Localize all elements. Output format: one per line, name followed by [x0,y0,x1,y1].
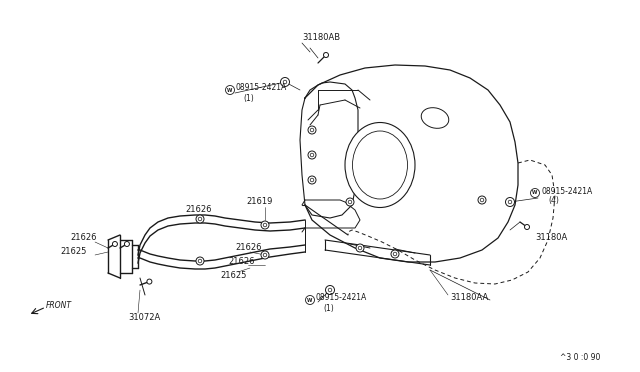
Circle shape [346,198,354,206]
Ellipse shape [345,122,415,208]
Text: 21626: 21626 [228,257,255,266]
Text: FRONT: FRONT [46,301,72,310]
Circle shape [525,224,529,230]
Text: (1): (1) [323,304,333,312]
Text: 08915-2421A: 08915-2421A [316,294,367,302]
Text: 21626: 21626 [235,244,262,253]
Ellipse shape [353,131,408,199]
Circle shape [261,251,269,259]
Circle shape [391,250,399,258]
Circle shape [124,241,129,247]
Circle shape [280,77,289,87]
Circle shape [225,86,234,94]
Text: 08915-2421A: 08915-2421A [236,83,287,93]
Text: 21625: 21625 [220,270,246,279]
Circle shape [196,215,204,223]
Circle shape [263,223,267,227]
Circle shape [263,253,267,257]
Text: 31180AA: 31180AA [450,294,488,302]
Text: 31180A: 31180A [535,234,567,243]
Circle shape [348,200,352,204]
Text: 08915-2421A: 08915-2421A [541,186,592,196]
Text: (4): (4) [548,196,559,205]
Text: 21619: 21619 [246,198,273,206]
Circle shape [508,200,512,204]
Text: ^3 0 :0 90: ^3 0 :0 90 [560,353,600,362]
Circle shape [480,198,484,202]
Circle shape [531,189,540,198]
Circle shape [310,153,314,157]
Circle shape [198,217,202,221]
Circle shape [506,198,515,206]
Circle shape [261,221,269,229]
Circle shape [356,244,364,252]
Circle shape [323,52,328,58]
Text: 21626: 21626 [70,232,97,241]
Ellipse shape [421,108,449,128]
Circle shape [328,288,332,292]
Text: 31072A: 31072A [128,314,160,323]
Text: 31180AB: 31180AB [302,33,340,42]
Circle shape [308,176,316,184]
Circle shape [113,241,117,247]
Text: 21626: 21626 [185,205,211,215]
Circle shape [310,178,314,182]
Circle shape [305,295,314,305]
Circle shape [147,279,152,284]
Circle shape [393,252,397,256]
Circle shape [308,151,316,159]
Circle shape [310,128,314,132]
Text: W: W [227,87,233,93]
Circle shape [198,259,202,263]
Text: (1): (1) [243,93,253,103]
Text: 21625: 21625 [60,247,86,257]
Circle shape [326,285,335,295]
Circle shape [283,80,287,84]
Text: W: W [307,298,313,302]
Circle shape [358,246,362,250]
Text: W: W [532,190,538,196]
Circle shape [196,257,204,265]
Circle shape [308,126,316,134]
Circle shape [478,196,486,204]
